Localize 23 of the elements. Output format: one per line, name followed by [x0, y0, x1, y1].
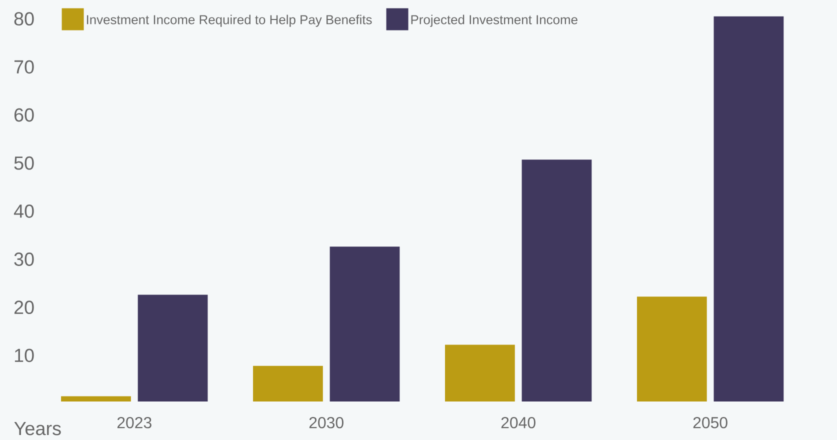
x-axis-title: Years: [14, 422, 61, 436]
x-tick-label: 2050: [693, 417, 728, 428]
bar: [445, 344, 515, 402]
bar: [330, 246, 400, 402]
x-tick-label: 2023: [117, 417, 152, 428]
y-tick-label: 30: [14, 252, 34, 266]
y-tick-label: 50: [14, 156, 34, 170]
legend-label: Projected Investment Income: [411, 14, 578, 27]
y-tick-label: 20: [14, 300, 34, 314]
bar: [714, 16, 784, 402]
bar: [253, 366, 323, 402]
y-tick-label: 10: [14, 348, 34, 362]
bar: [522, 160, 592, 402]
bar: [636, 296, 707, 402]
y-tick-label: 70: [14, 60, 34, 74]
x-tick-label: 2030: [309, 417, 344, 428]
y-tick-label: 80: [14, 12, 34, 26]
x-tick-label: 2040: [501, 417, 536, 428]
bar: [61, 396, 131, 402]
y-tick-label: 60: [14, 108, 34, 122]
legend-label: Investment Income Required to Help Pay Benefits: [86, 14, 372, 27]
bar: [138, 294, 208, 402]
y-tick-label: 40: [14, 204, 34, 218]
